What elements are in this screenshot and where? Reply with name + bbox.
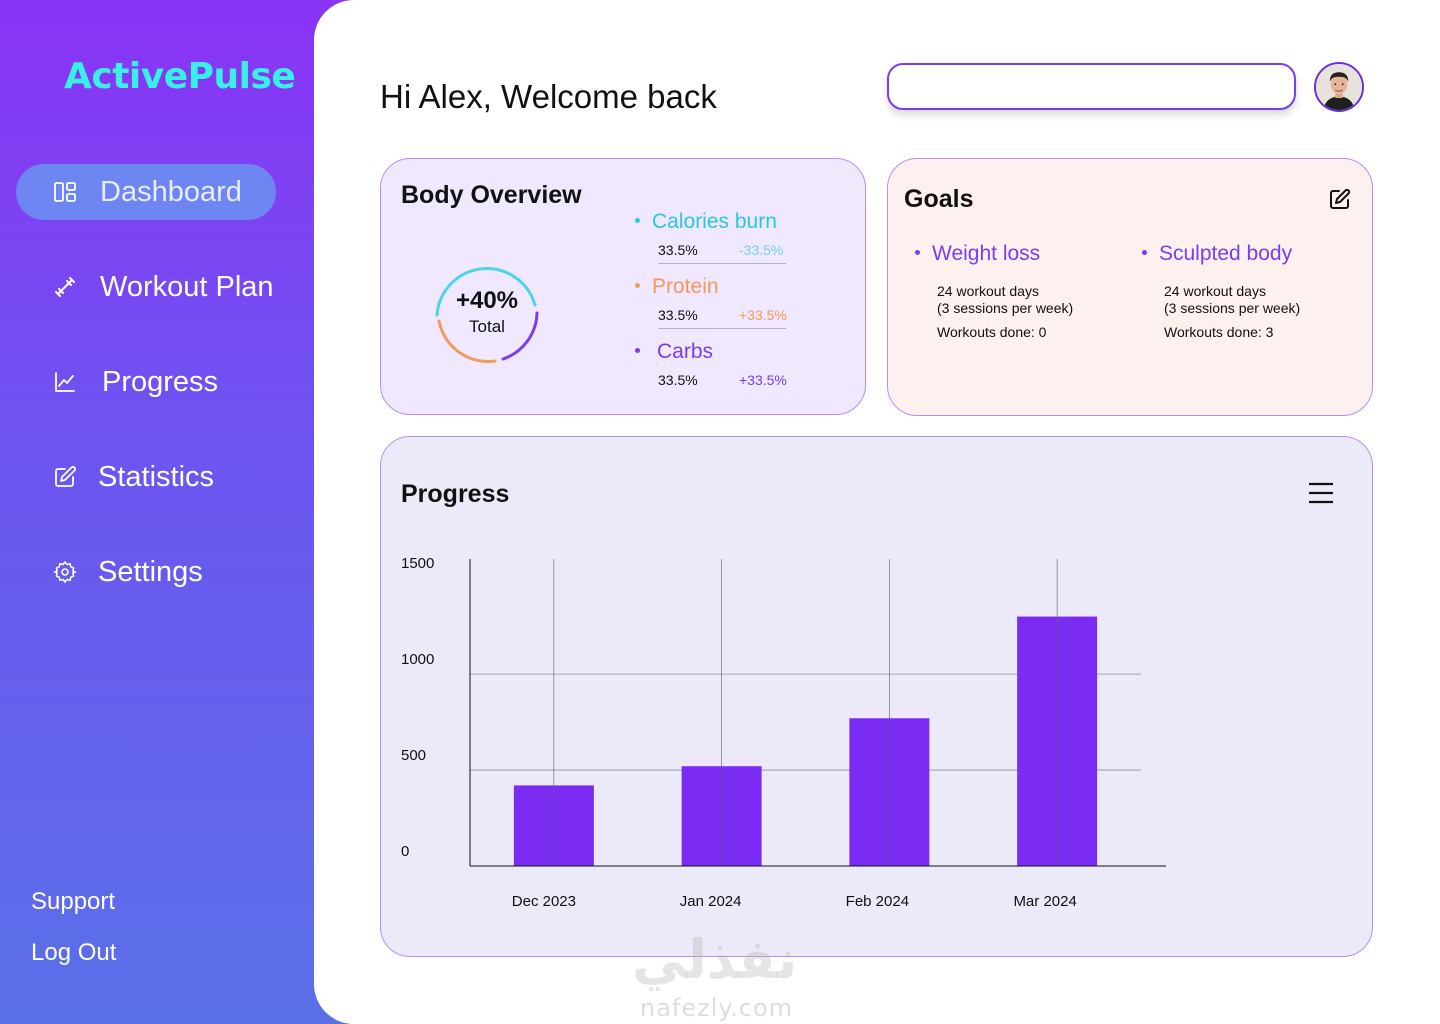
edit-icon (52, 464, 78, 490)
goals-title: Goals (904, 185, 974, 213)
body-overview-card: Body Overview +40% Total Calories burn 3… (380, 158, 866, 415)
main-panel: Hi Alex, Welcome back Body Overview +40%… (314, 0, 1440, 1024)
bullet-icon (1142, 249, 1147, 255)
goal-days: 24 workout days (937, 283, 1039, 299)
goal-done: Workouts done: 3 (1164, 324, 1274, 340)
total-label: Total (469, 317, 505, 336)
sidebar-item-label: Dashboard (100, 175, 242, 208)
y-tick-label: 1000 (401, 651, 434, 668)
watermark-arabic: نفذلي (632, 928, 798, 991)
logout-link[interactable]: Log Out (31, 939, 117, 966)
metric-value: 33.5% (658, 372, 698, 388)
sidebar: ActivePulse Dashboard Workout Plan (0, 0, 330, 1024)
metric-name: Calories burn (652, 210, 777, 233)
edit-goals-icon[interactable] (1328, 187, 1352, 211)
watermark-site: nafezly.com (640, 994, 794, 1022)
bullet-icon (915, 249, 920, 255)
progress-card: Progress 0 500 1000 1500 Dec 2023 Jan 2024 Feb… (380, 436, 1373, 957)
progress-ring (435, 267, 539, 363)
x-tick-label: Mar 2024 (1013, 893, 1076, 910)
goal-done: Workouts done: 0 (937, 324, 1047, 340)
search-input[interactable] (887, 63, 1296, 110)
goal-days: 24 workout days (1164, 283, 1266, 299)
sidebar-item-label: Settings (98, 555, 203, 588)
sidebar-item-label: Statistics (98, 460, 215, 493)
sidebar-item-settings[interactable]: Settings (16, 544, 276, 600)
metric-name: Carbs (657, 340, 714, 363)
x-tick-label: Feb 2024 (846, 893, 909, 910)
page-title: Hi Alex, Welcome back (380, 78, 717, 115)
sidebar-item-workout-plan[interactable]: Workout Plan (16, 259, 276, 315)
x-tick-label: Jan 2024 (680, 893, 742, 910)
y-tick-label: 0 (401, 843, 409, 860)
goal-sessions: (3 sessions per week) (1164, 300, 1301, 316)
gear-icon (52, 559, 78, 585)
progress-bar-chart: 0 500 1000 1500 Dec 2023 Jan 2024 Feb 2024 Mar … (401, 555, 1166, 910)
bullet-icon (635, 282, 640, 288)
body-overview-title: Body Overview (401, 181, 582, 209)
sidebar-item-progress[interactable]: Progress (16, 354, 276, 410)
y-tick-label: 1500 (401, 555, 434, 572)
goal-name: Weight loss (932, 242, 1041, 265)
goal-sessions: (3 sessions per week) (937, 300, 1074, 316)
metric-name: Protein (652, 275, 719, 298)
metric-value: 33.5% (658, 307, 698, 323)
goal-name: Sculpted body (1159, 242, 1293, 265)
y-tick-label: 500 (401, 747, 426, 764)
goals-card: Goals Weight loss 24 workout days (3 ses… (887, 158, 1373, 416)
bullet-icon (635, 347, 640, 353)
bullet-icon (635, 217, 640, 223)
metric-change: -33.5% (739, 242, 784, 258)
dashboard-icon (52, 179, 78, 205)
sidebar-item-label: Progress (102, 365, 219, 398)
divider (658, 328, 786, 329)
dumbbell-icon (52, 274, 78, 300)
user-avatar (1316, 64, 1362, 110)
support-link[interactable]: Support (31, 888, 116, 915)
goal-weight-loss: Weight loss 24 workout days (3 sessions … (915, 242, 1073, 340)
metric-change: +33.5% (739, 372, 787, 388)
x-tick-label: Dec 2023 (512, 893, 576, 910)
metric-value: 33.5% (658, 242, 698, 258)
divider (658, 263, 786, 264)
sidebar-item-label: Workout Plan (100, 270, 274, 303)
sidebar-item-statistics[interactable]: Statistics (16, 449, 276, 505)
metric-change: +33.5% (739, 307, 787, 323)
progress-title: Progress (401, 480, 510, 508)
goal-sculpted-body: Sculpted body 24 workout days (3 session… (1142, 242, 1300, 340)
line-chart-icon (52, 369, 78, 395)
total-value: +40% (455, 287, 519, 314)
app-logo: ActivePulse (64, 56, 296, 97)
sidebar-item-dashboard[interactable]: Dashboard (16, 164, 276, 220)
avatar[interactable] (1314, 62, 1364, 112)
menu-icon[interactable] (1307, 481, 1335, 505)
